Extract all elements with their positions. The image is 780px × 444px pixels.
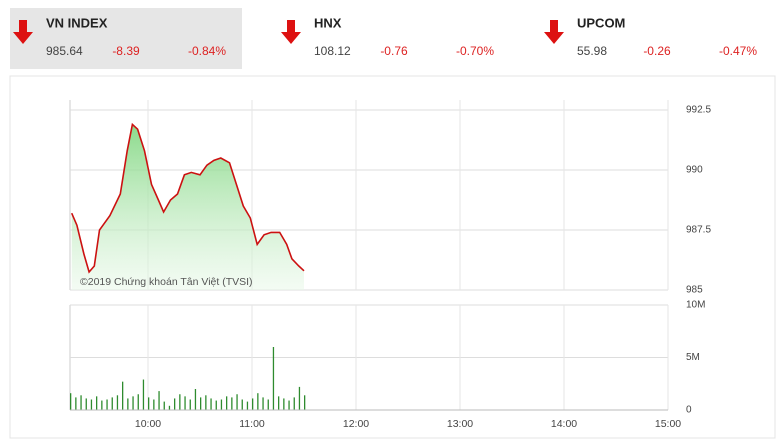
volume-bar <box>153 399 155 410</box>
volume-bar <box>283 398 285 410</box>
volume-bar <box>257 393 259 410</box>
volume-bar <box>200 397 202 410</box>
y-tick-label: 987.5 <box>686 225 711 236</box>
volume-bar <box>252 398 254 410</box>
price-line <box>70 122 305 274</box>
active-tab <box>10 8 242 69</box>
y-tick-label: 990 <box>686 165 703 176</box>
volume-bar <box>215 400 217 410</box>
volume-bar <box>158 391 160 410</box>
volume-bar <box>298 386 301 410</box>
volume-bar <box>90 399 93 410</box>
down-arrow <box>13 20 33 44</box>
volume-bar <box>179 394 181 410</box>
volume-bar <box>194 389 197 410</box>
volume-bar <box>267 399 269 410</box>
volume-bar <box>148 397 150 410</box>
volume-bar <box>85 398 87 410</box>
volume-bar <box>236 394 238 410</box>
volume-bar <box>262 397 264 410</box>
index-name: VN INDEX <box>46 15 108 30</box>
index-percent: -0.84% <box>188 44 226 58</box>
volume-bar <box>226 396 228 410</box>
volume-bar <box>132 396 134 410</box>
volume-bar <box>210 398 212 410</box>
volume-bar <box>189 399 191 410</box>
volume-bar <box>137 394 139 410</box>
area <box>71 124 304 291</box>
x-tick-label: 10:00 <box>135 418 161 430</box>
y-tick-label: 992.5 <box>686 105 711 116</box>
index-change: -0.76 <box>380 44 408 58</box>
volume-bar <box>101 400 103 410</box>
volume-bar <box>127 398 129 410</box>
index-change: -0.26 <box>643 44 671 58</box>
index-value: 55.98 <box>577 44 607 58</box>
volume-bar <box>80 395 82 410</box>
volume-bar <box>174 398 176 410</box>
y-tick-label: 5M <box>686 352 700 363</box>
index-percent: -0.47% <box>719 44 757 58</box>
index-value: 985.64 <box>46 44 83 58</box>
volume-bar <box>122 381 124 410</box>
index-value: 108.12 <box>314 44 351 58</box>
y-tick-label: 0 <box>686 405 692 416</box>
x-tick-label: 11:00 <box>239 418 265 430</box>
copyright: ©2019 Chứng khoán Tân Việt (TVSI) <box>80 276 253 288</box>
down-arrow <box>281 20 301 44</box>
volume-bar <box>246 401 249 410</box>
volume-bar <box>106 399 108 410</box>
index-name: UPCOM <box>577 15 625 30</box>
index-change: -8.39 <box>112 44 140 58</box>
volume-bar <box>272 347 275 410</box>
volume-bar <box>111 397 113 410</box>
volume-bar <box>304 395 306 410</box>
index-name: HNX <box>314 15 342 30</box>
volume-bar <box>241 399 243 410</box>
index-percent: -0.70% <box>456 44 494 58</box>
volume-bar <box>163 401 165 410</box>
volume-bar <box>75 397 77 410</box>
volume-bar <box>168 405 171 410</box>
volume-bar <box>231 397 233 410</box>
down-arrow <box>544 20 564 44</box>
volume-bar <box>288 400 290 410</box>
volume-bar <box>70 393 72 410</box>
x-tick-label: 13:00 <box>447 418 473 430</box>
volume-bar <box>142 379 145 410</box>
x-tick-label: 14:00 <box>551 418 577 430</box>
x-tick-label: 15:00 <box>655 418 681 430</box>
y-tick-label: 985 <box>686 285 703 296</box>
chart-frame <box>9 75 776 439</box>
y-tick-label: 10M <box>686 300 705 311</box>
x-tick-label: 12:00 <box>343 418 369 430</box>
volume-bar <box>184 396 186 410</box>
volume-bar <box>96 396 98 410</box>
volume-bar <box>220 399 223 410</box>
volume-bar <box>278 396 280 410</box>
volume-bar <box>205 395 207 410</box>
volume-bar <box>293 397 295 410</box>
volume-bar <box>116 395 119 410</box>
